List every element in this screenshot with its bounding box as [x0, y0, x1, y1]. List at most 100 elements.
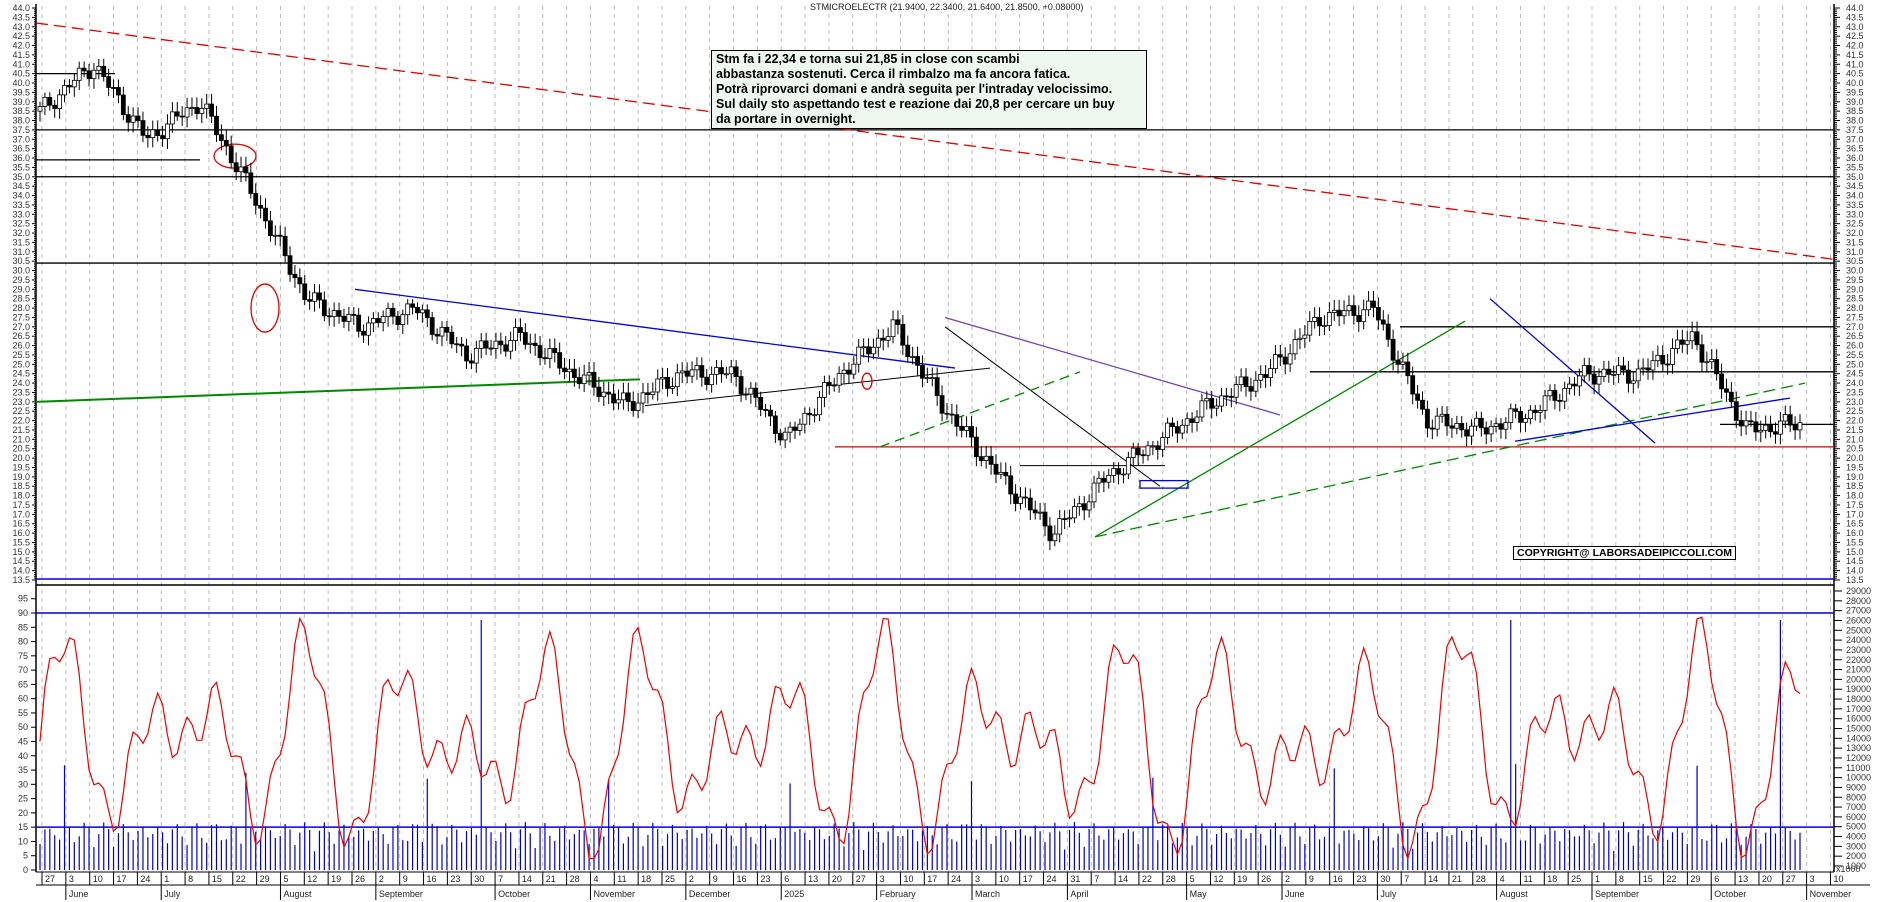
candle-body [959, 425, 965, 431]
candle-body [37, 106, 43, 112]
candle-body [375, 318, 381, 324]
copyright-label: COPYRIGHT@ LABORSADEIPICCOLI.COM [1513, 546, 1736, 560]
candle-body [650, 391, 656, 395]
candle-body [1630, 380, 1636, 384]
candle-body [478, 340, 484, 349]
candle-body [1086, 501, 1092, 511]
candle-body [738, 376, 744, 395]
candle-body [924, 377, 930, 380]
price-tick-label: 19.5 [12, 462, 30, 472]
oscillator-tick-label: 85 [18, 622, 28, 632]
candle-body [1380, 319, 1386, 325]
price-tick-label: 25.0 [1846, 359, 1864, 369]
candle-body [130, 115, 136, 123]
day-label: 3 [880, 874, 885, 884]
oscillator-tick-label: 15 [18, 822, 28, 832]
price-tick-label: 15.5 [1846, 537, 1864, 547]
price-tick-label: 35.5 [1846, 162, 1864, 172]
price-tick-label: 25.0 [12, 359, 30, 369]
volume-tick-label: 21000 [1846, 665, 1871, 675]
candle-body [1013, 493, 1018, 504]
candle-body [336, 310, 342, 317]
candle-body [101, 65, 107, 77]
price-tick-label: 23.5 [1846, 387, 1864, 397]
candle-body [871, 346, 876, 355]
candle-body [86, 70, 92, 80]
day-label: 11 [1523, 874, 1532, 884]
candle-body [1699, 344, 1705, 363]
price-tick-label: 40.0 [1846, 78, 1864, 88]
oscillator-tick-label: 20 [18, 808, 28, 818]
candle-body [1145, 445, 1151, 456]
candle-body [1719, 373, 1724, 390]
candle-body [1032, 509, 1038, 514]
price-tick-label: 31.0 [1846, 247, 1864, 257]
candle-body [47, 97, 53, 106]
day-label: 31 [1070, 874, 1080, 884]
candle-body [1209, 398, 1215, 409]
price-tick-label: 14.0 [1846, 566, 1864, 576]
candle-body [169, 111, 175, 125]
candle-body [601, 391, 607, 398]
candle-body [1469, 425, 1474, 437]
candle-body [518, 327, 523, 333]
price-tick-label: 33.5 [1846, 200, 1864, 210]
price-tick-label: 17.5 [12, 500, 30, 510]
month-label: June [1285, 889, 1305, 899]
candle-body [326, 315, 332, 318]
day-label: 16 [737, 874, 747, 884]
candle-body [459, 343, 465, 347]
candle-body [1395, 359, 1401, 365]
day-label: 6 [784, 874, 789, 884]
price-tick-label: 22.0 [12, 416, 30, 426]
day-label: 11 [617, 874, 626, 884]
candle-body [155, 129, 161, 137]
volume-tick-label: 18000 [1846, 694, 1871, 704]
candle-body [782, 431, 788, 441]
candle-body [1645, 367, 1651, 371]
candle-body [861, 346, 867, 349]
oscillator-tick-label: 25 [18, 794, 28, 804]
candle-body [1576, 375, 1582, 387]
candle-body [733, 366, 739, 377]
candle-body [331, 310, 337, 317]
candle-body [1106, 474, 1112, 483]
candle-body [1165, 422, 1170, 439]
day-label: 30 [474, 874, 484, 884]
candle-body [312, 292, 317, 302]
day-label: 13 [808, 874, 818, 884]
volume-tick-label: 1000 [1846, 861, 1866, 871]
price-tick-label: 16.5 [1846, 519, 1864, 529]
volume-tick-label: 3000 [1846, 841, 1866, 851]
day-label: 9 [713, 874, 718, 884]
candle-body [1478, 417, 1484, 429]
note-line-1: Stm fa i 22,34 e torna sui 21,85 in clos… [716, 52, 1020, 66]
candle-body [723, 373, 729, 376]
candle-body [297, 277, 303, 285]
oscillator-tick-label: 40 [18, 751, 28, 761]
candle-body [596, 386, 602, 398]
volume-unit-label: x1000 [1836, 864, 1861, 874]
candle-body [307, 299, 313, 302]
candle-body [214, 115, 219, 136]
day-label: 28 [570, 874, 580, 884]
candle-body [1277, 354, 1283, 358]
volume-tick-label: 9000 [1846, 782, 1866, 792]
candle-body [719, 367, 724, 375]
price-tick-label: 22.5 [1846, 406, 1864, 416]
day-label: 16 [1333, 874, 1343, 884]
candle-body [395, 315, 401, 325]
candle-body [1513, 408, 1519, 412]
volume-tick-label: 4000 [1846, 832, 1866, 842]
candle-body [1184, 418, 1190, 426]
candle-body [586, 371, 592, 376]
day-label: 21 [1452, 874, 1462, 884]
candle-body [1665, 363, 1671, 366]
candle-body [454, 343, 460, 346]
price-tick-label: 16.5 [12, 519, 30, 529]
candle-body [1248, 386, 1254, 392]
candle-body [1091, 482, 1097, 503]
candle-body [1336, 309, 1342, 317]
candle-body [1738, 419, 1744, 427]
candle-body [900, 324, 906, 346]
